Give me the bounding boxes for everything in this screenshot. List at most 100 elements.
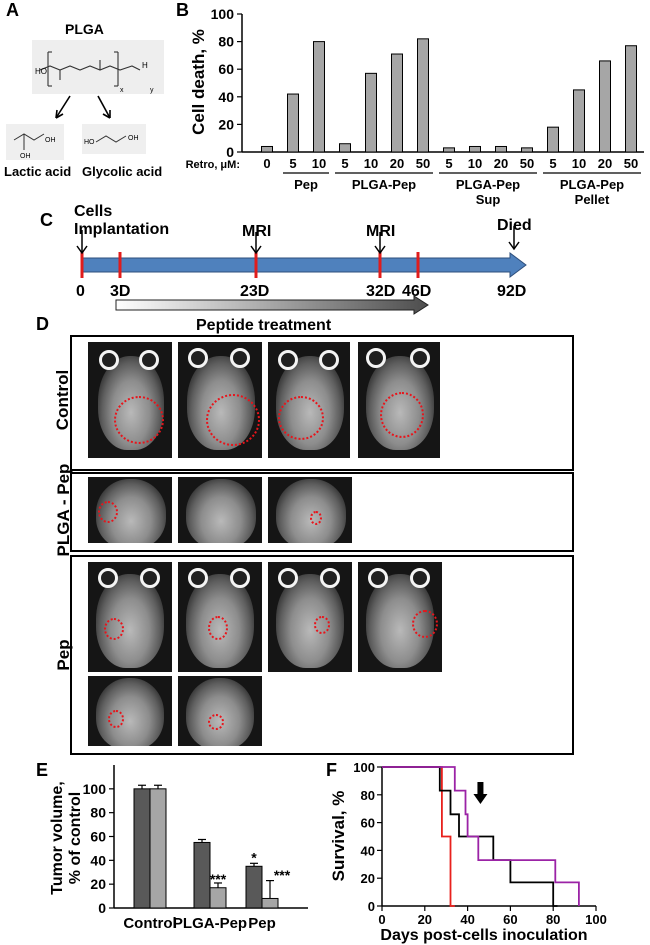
tumor-outline bbox=[412, 610, 438, 638]
svg-text:HO: HO bbox=[84, 139, 95, 146]
svg-text:H: H bbox=[142, 61, 148, 70]
chart-e: 0 20 40 60 80 100 Tumor volume,% of control Con… bbox=[49, 765, 308, 932]
tumor-outline bbox=[104, 618, 124, 640]
x-tick-label-e: PLGA-Pep bbox=[173, 915, 247, 932]
group-label-b: PLGA-Pep Pellet bbox=[560, 177, 624, 207]
bar-b bbox=[365, 72, 377, 153]
y-tick-label-f: 0 bbox=[368, 899, 375, 914]
day-23: 23D bbox=[240, 283, 269, 300]
x-tick-label-b: 50 bbox=[416, 156, 430, 171]
panel-label-a: A bbox=[6, 0, 19, 20]
mri-scan bbox=[178, 562, 262, 672]
mri-panel-pep bbox=[70, 555, 574, 755]
tumor-outline bbox=[278, 396, 324, 440]
mri-panel-plga-pep bbox=[70, 472, 574, 552]
y-axis-label-f: Survival, % bbox=[329, 791, 348, 882]
tumor-outline bbox=[98, 501, 118, 523]
significance-e: *** bbox=[274, 867, 291, 883]
panel-label-c: C bbox=[40, 210, 53, 230]
event-mri-1: MRI bbox=[242, 223, 271, 240]
x-tick-label-f: 0 bbox=[378, 912, 385, 927]
y-tick-label-f: 60 bbox=[361, 816, 375, 831]
y-tick-label-e: 40 bbox=[90, 852, 106, 868]
bar-b bbox=[287, 93, 299, 153]
treatment-label: Peptide treatment bbox=[196, 317, 332, 334]
row-label-control: Control bbox=[53, 369, 72, 431]
x-prefix-b: Retro, μM: bbox=[186, 159, 240, 171]
y-tick-label-e: 20 bbox=[90, 876, 106, 892]
lactic-acid-label: Lactic acid bbox=[4, 164, 71, 179]
bar-b bbox=[339, 143, 351, 153]
group-label-b: PLGA-Pep bbox=[352, 177, 416, 192]
timeline: Cells Implantation MRI MRI Died 0 3D 23D… bbox=[74, 203, 532, 334]
survival-curve bbox=[382, 766, 580, 906]
significance-e: *** bbox=[210, 871, 227, 887]
treatment-end-arrow bbox=[473, 782, 488, 804]
x-tick-label-b: 20 bbox=[598, 156, 612, 171]
day-92: 92D bbox=[497, 283, 526, 300]
x-tick-label-b: 10 bbox=[468, 156, 482, 171]
x-tick-label-f: 80 bbox=[546, 912, 560, 927]
event-cells-line1: Cells bbox=[74, 203, 112, 220]
day-0: 0 bbox=[76, 283, 85, 300]
bar-b bbox=[417, 38, 429, 153]
mri-scan bbox=[268, 477, 352, 543]
day-46: 46D bbox=[402, 283, 431, 300]
group-label-b: Pep bbox=[294, 177, 318, 192]
y-tick-label-b: 60 bbox=[218, 61, 234, 77]
x-axis-label-f: Days post-cells inoculation bbox=[380, 927, 587, 944]
mri-scan bbox=[268, 562, 352, 672]
group-label-b: PLGA-Pep Sup bbox=[456, 177, 520, 207]
plga-title: PLGA bbox=[65, 21, 104, 37]
y-tick-label-b: 0 bbox=[226, 144, 234, 160]
tumor-outline bbox=[206, 394, 260, 446]
treatment-arrow bbox=[115, 295, 429, 315]
x-tick-label-b: 20 bbox=[494, 156, 508, 171]
x-tick-label-b: 5 bbox=[549, 156, 556, 171]
panel-label-d: D bbox=[36, 314, 49, 334]
plga-structure: HO H x y bbox=[32, 40, 164, 94]
y-tick-label-b: 40 bbox=[218, 89, 234, 105]
panel-label-f: F bbox=[326, 760, 337, 780]
svg-text:y: y bbox=[150, 87, 154, 94]
x-tick-label-f: 40 bbox=[460, 912, 474, 927]
svg-text:OH: OH bbox=[128, 135, 139, 142]
x-tick-label-b: 50 bbox=[520, 156, 534, 171]
bar-b bbox=[521, 147, 533, 153]
y-tick-label-f: 100 bbox=[353, 760, 375, 775]
x-tick-label-b: 50 bbox=[624, 156, 638, 171]
row-label-plga-pep: PLGA - Pep bbox=[54, 463, 73, 557]
tumor-outline bbox=[310, 511, 322, 525]
x-tick-label-f: 100 bbox=[585, 912, 607, 927]
svg-text:OH: OH bbox=[45, 137, 56, 144]
event-died: Died bbox=[497, 217, 532, 234]
bar-b bbox=[469, 145, 481, 153]
x-tick-label-b: 10 bbox=[572, 156, 586, 171]
bar-b bbox=[573, 89, 585, 153]
x-tick-label-b: 0 bbox=[263, 156, 270, 171]
glycolic-acid-label: Glycolic acid bbox=[82, 164, 162, 179]
bar-b bbox=[261, 145, 273, 153]
survival-curve bbox=[382, 766, 455, 907]
tumor-outline bbox=[208, 714, 224, 730]
day-32: 32D bbox=[366, 283, 395, 300]
bar-e bbox=[133, 788, 151, 909]
y-axis-label-e: Tumor volume, bbox=[49, 781, 66, 895]
mri-scan bbox=[88, 342, 172, 458]
svg-text:x: x bbox=[120, 87, 124, 94]
degradation-arrows bbox=[55, 95, 111, 119]
mri-scan bbox=[178, 477, 262, 543]
row-label-pep: Pep bbox=[54, 639, 73, 671]
panel-label-b: B bbox=[176, 0, 189, 20]
tumor-outline bbox=[314, 616, 330, 634]
mri-scan bbox=[178, 342, 262, 458]
y-tick-label-e: 60 bbox=[90, 829, 106, 845]
y-tick-label-f: 40 bbox=[361, 843, 375, 858]
tumor-outline bbox=[108, 710, 124, 728]
mri-scan bbox=[268, 342, 350, 458]
y-tick-label-b: 100 bbox=[211, 6, 235, 22]
survival-curve bbox=[382, 766, 558, 907]
bar-e bbox=[149, 788, 167, 909]
mri-scan bbox=[178, 676, 262, 746]
mri-scan bbox=[88, 477, 172, 543]
